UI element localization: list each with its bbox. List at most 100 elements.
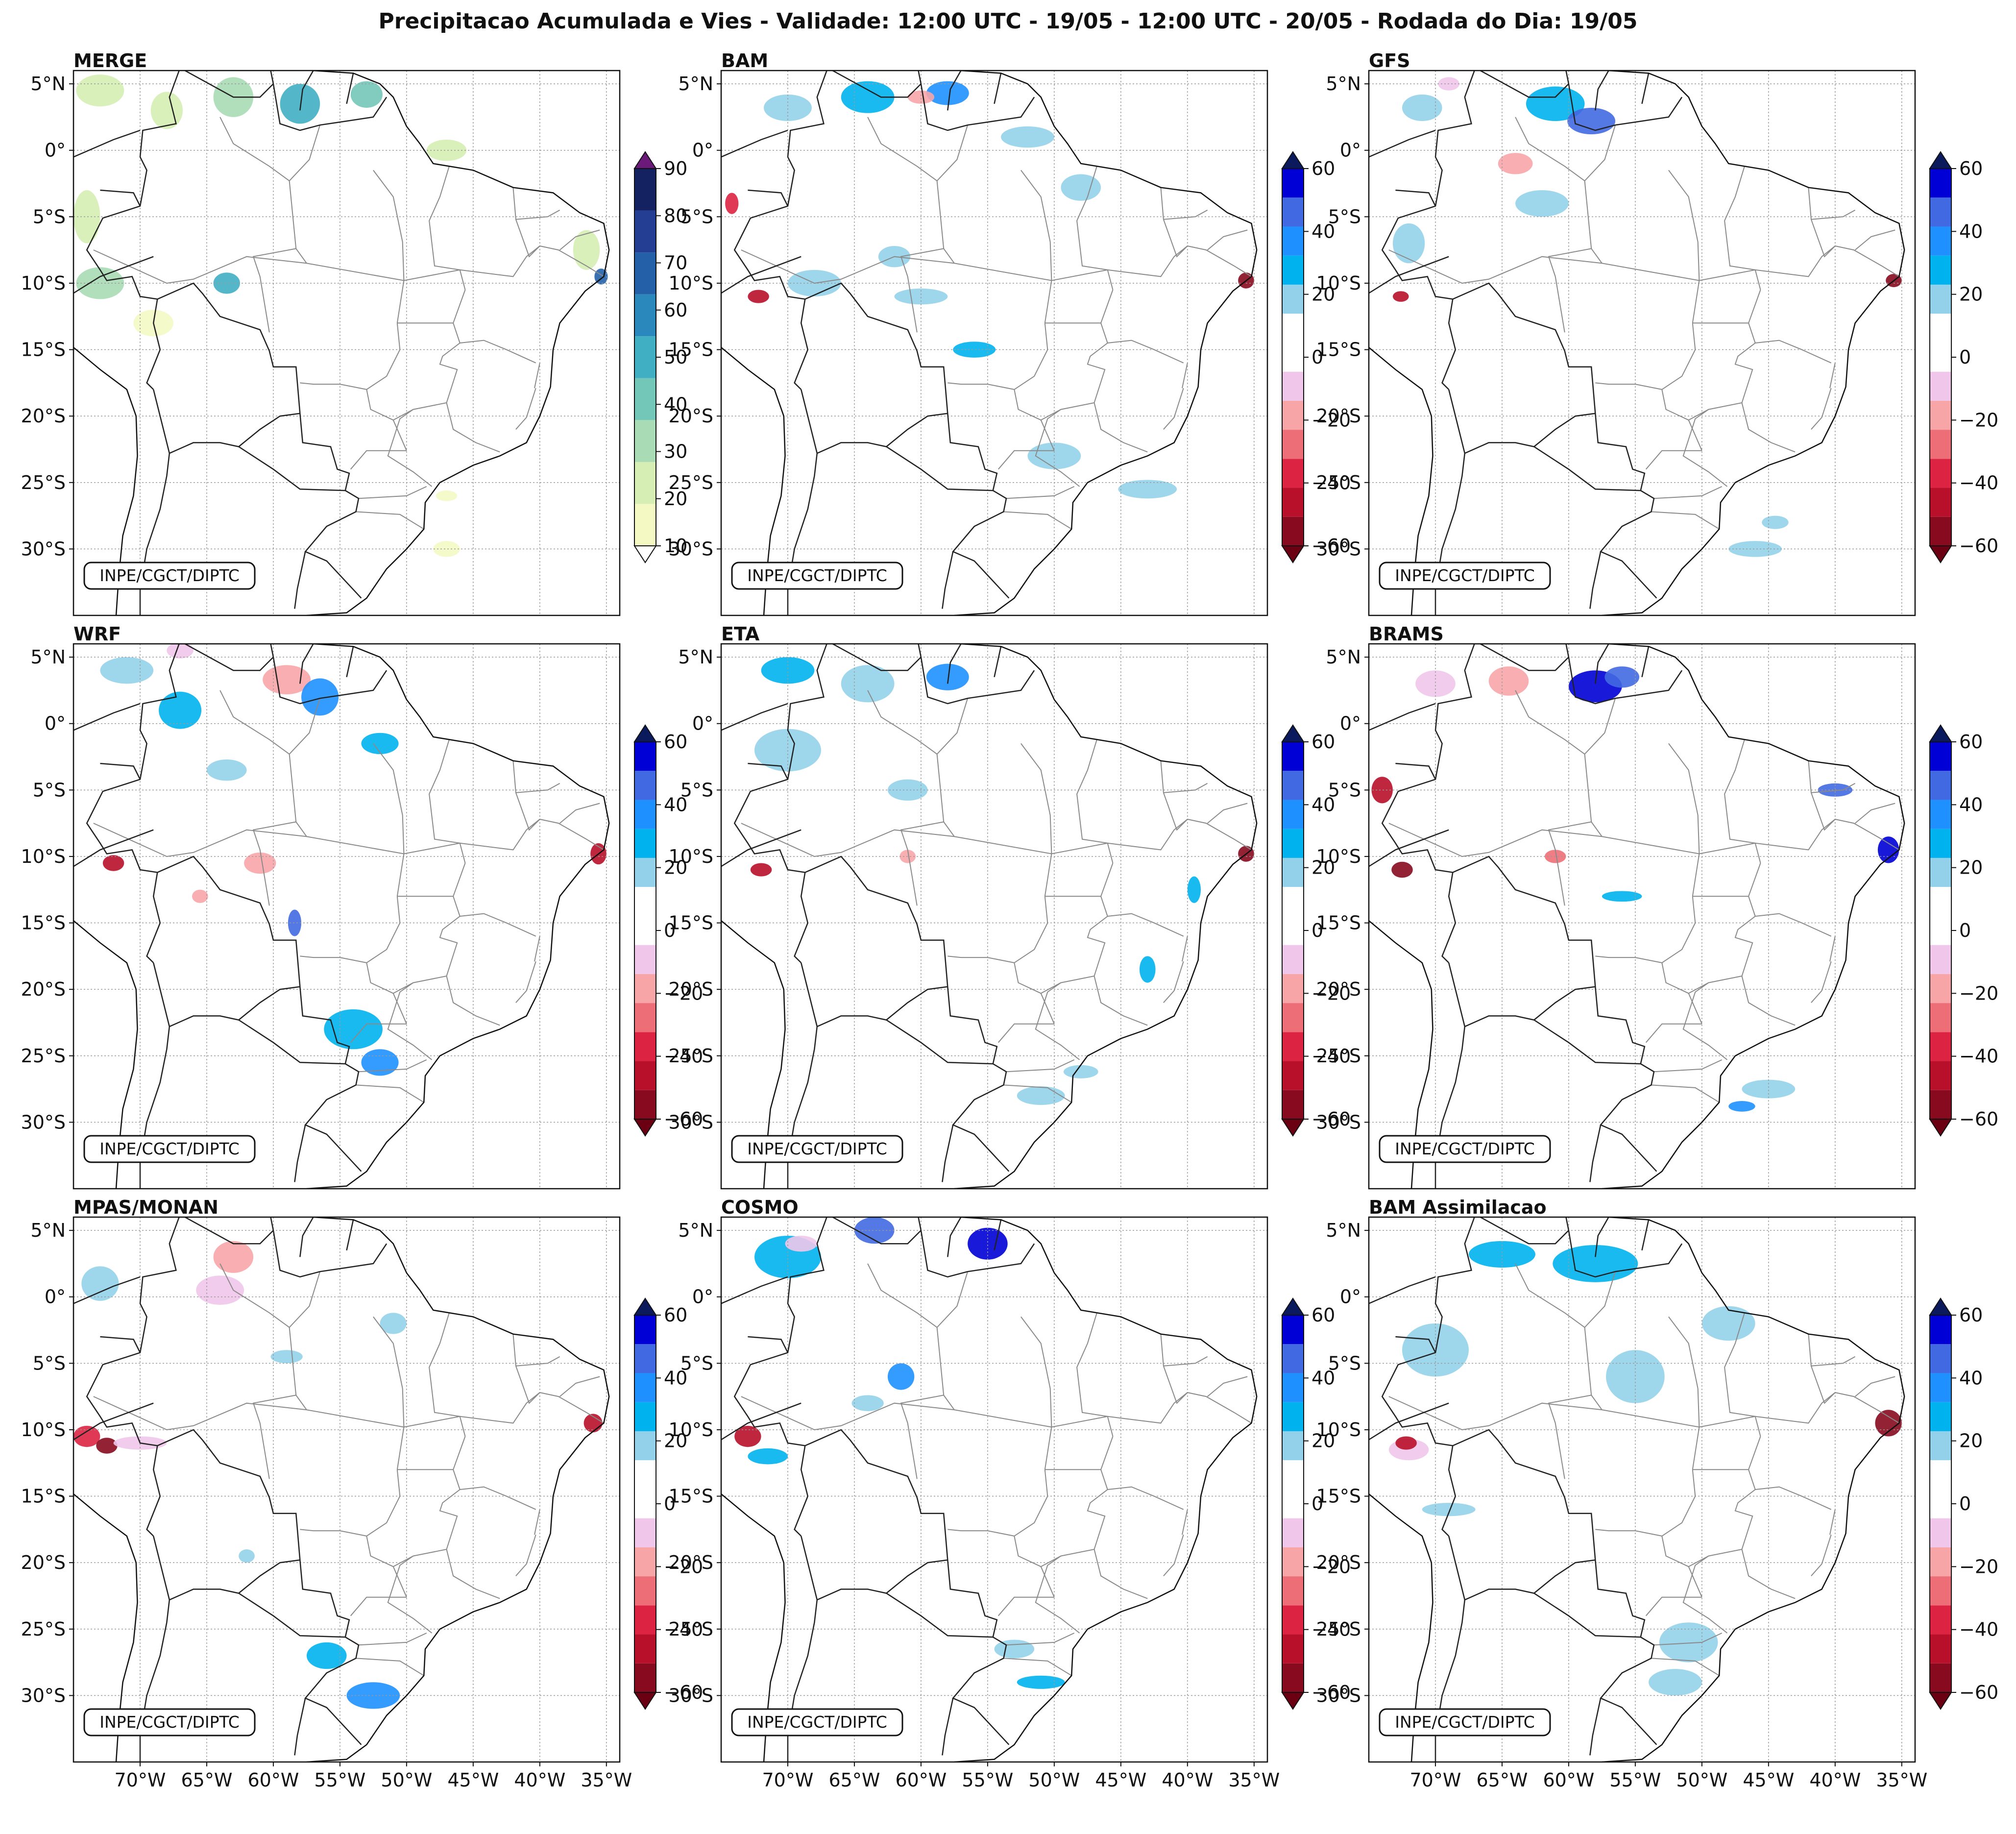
coastline bbox=[721, 920, 786, 1189]
colorbar-swatch bbox=[634, 1344, 656, 1373]
state-boundary bbox=[1661, 1469, 1702, 1598]
lat-tick-label: 20°S bbox=[21, 1552, 66, 1573]
field-patch bbox=[1468, 1241, 1535, 1268]
state-boundary bbox=[1076, 1313, 1114, 1437]
map-area bbox=[721, 1217, 1267, 1762]
panel-title: WRF bbox=[73, 623, 121, 645]
colorbar-tick-label: 40 bbox=[1312, 1367, 1335, 1389]
field-patch bbox=[206, 759, 247, 781]
field-patch bbox=[1488, 666, 1529, 696]
field-patch bbox=[301, 678, 339, 716]
credit-text: INPE/CGCT/DIPTC bbox=[99, 1139, 240, 1158]
state-boundary bbox=[1584, 124, 1616, 249]
state-boundary bbox=[867, 117, 938, 181]
colorbar-tick-label: 40 bbox=[1959, 794, 1983, 815]
state-boundary bbox=[534, 936, 540, 962]
state-boundary bbox=[289, 1271, 321, 1395]
state-boundary bbox=[373, 1316, 405, 1470]
state-boundary bbox=[534, 1509, 540, 1535]
credit-badge: INPE/CGCT/DIPTC bbox=[731, 1708, 903, 1736]
state-boundary bbox=[900, 248, 955, 333]
country-border bbox=[1381, 71, 1657, 599]
lat-tick-label: 15°S bbox=[669, 1486, 713, 1507]
state-boundary bbox=[1093, 402, 1148, 453]
country-border bbox=[920, 1230, 1035, 1278]
state-boundary bbox=[1829, 936, 1836, 962]
lat-tick-label: 5°N bbox=[30, 1220, 66, 1241]
colorbar-swatch bbox=[1930, 1032, 1951, 1061]
country-border bbox=[1441, 299, 1457, 390]
colorbar-tick-label: −60 bbox=[1959, 1682, 1998, 1703]
state-boundary bbox=[1548, 248, 1603, 333]
state-boundary bbox=[1584, 1271, 1616, 1395]
colorbar-tick-label: 60 bbox=[1312, 1304, 1335, 1326]
colorbar-swatch bbox=[1282, 857, 1304, 887]
colorbar-swatch bbox=[1282, 1489, 1304, 1518]
country-border bbox=[748, 189, 789, 207]
colorbar-extend-min bbox=[1929, 1692, 1952, 1710]
state-boundary bbox=[900, 1394, 955, 1479]
country-border bbox=[733, 1217, 1010, 1745]
colorbar-swatch bbox=[1930, 430, 1951, 459]
coastline bbox=[721, 1493, 786, 1762]
colorbar-tick-label: 50 bbox=[664, 346, 687, 368]
field-patch bbox=[750, 863, 772, 877]
lat-tick-label: 5°N bbox=[1326, 1220, 1361, 1241]
country-border bbox=[73, 829, 154, 867]
country-border bbox=[146, 872, 161, 963]
colorbar-swatch bbox=[1930, 371, 1951, 401]
country-border bbox=[1568, 83, 1683, 131]
map-area bbox=[73, 1217, 620, 1762]
colorbar-tick-label: −20 bbox=[1312, 409, 1351, 431]
colorbar-tick-label: 70 bbox=[664, 252, 687, 274]
colorbar-tick-label: 20 bbox=[664, 857, 687, 879]
country-border bbox=[294, 1125, 306, 1182]
colorbar-swatch bbox=[1930, 1373, 1951, 1402]
colorbar-swatch bbox=[1930, 197, 1951, 227]
lon-tick-label: 35°W bbox=[1228, 1769, 1280, 1791]
country-border bbox=[920, 83, 1035, 131]
lat-tick-label: 10°S bbox=[1316, 272, 1361, 294]
coastline bbox=[73, 346, 138, 615]
state-boundary bbox=[1645, 450, 1702, 470]
field-patch bbox=[1017, 1675, 1065, 1689]
lon-tick-label: 40°W bbox=[1809, 1769, 1861, 1791]
lon-tick-label: 55°W bbox=[1609, 1769, 1661, 1791]
colorbar-tick-label: 0 bbox=[1312, 1493, 1323, 1515]
lat-tick-label: 10°S bbox=[1316, 846, 1361, 867]
colorbar-tick-label: 20 bbox=[664, 1430, 687, 1452]
colorbar-tick-label: 60 bbox=[1959, 731, 1983, 753]
state-boundary bbox=[1006, 1632, 1075, 1646]
colorbar-tick-label: 0 bbox=[664, 1493, 676, 1515]
state-boundary bbox=[559, 1376, 600, 1397]
colorbar-tick-label: −20 bbox=[664, 982, 703, 1004]
state-boundary bbox=[515, 1534, 536, 1576]
state-boundary bbox=[1584, 698, 1616, 822]
state-boundary bbox=[512, 760, 540, 831]
colorbar-swatch bbox=[1930, 226, 1951, 256]
colorbar-swatch bbox=[634, 1003, 656, 1032]
state-boundary bbox=[1207, 803, 1248, 824]
colorbar-swatch bbox=[1282, 1373, 1304, 1402]
state-boundary bbox=[1755, 1486, 1832, 1510]
state-boundary bbox=[1661, 323, 1702, 451]
state-boundary bbox=[387, 409, 433, 487]
state-boundary bbox=[1688, 322, 1756, 421]
credit-text: INPE/CGCT/DIPTC bbox=[747, 566, 887, 585]
field-patch bbox=[1017, 1086, 1065, 1105]
field-patch bbox=[748, 290, 769, 303]
colorbar-swatch bbox=[1282, 169, 1304, 198]
country-border bbox=[1589, 551, 1602, 609]
lat-tick-label: 10°S bbox=[21, 272, 66, 294]
colorbar-tick-label: −20 bbox=[1312, 1556, 1351, 1577]
state-boundary bbox=[1006, 486, 1075, 499]
lat-tick-label: 0° bbox=[1340, 1286, 1361, 1308]
state-boundary bbox=[1014, 896, 1055, 1025]
map-area bbox=[721, 71, 1267, 615]
colorbar-tick-label: 60 bbox=[1312, 158, 1335, 179]
credit-badge: INPE/CGCT/DIPTC bbox=[1379, 1708, 1551, 1736]
colorbar-bias: 60 40 20 0 −20 −40 −60 bbox=[1281, 724, 1351, 1137]
lat-tick-label: 30°S bbox=[1316, 1685, 1361, 1706]
country-border bbox=[139, 453, 170, 615]
colorbar-tick-label: 40 bbox=[664, 794, 687, 815]
